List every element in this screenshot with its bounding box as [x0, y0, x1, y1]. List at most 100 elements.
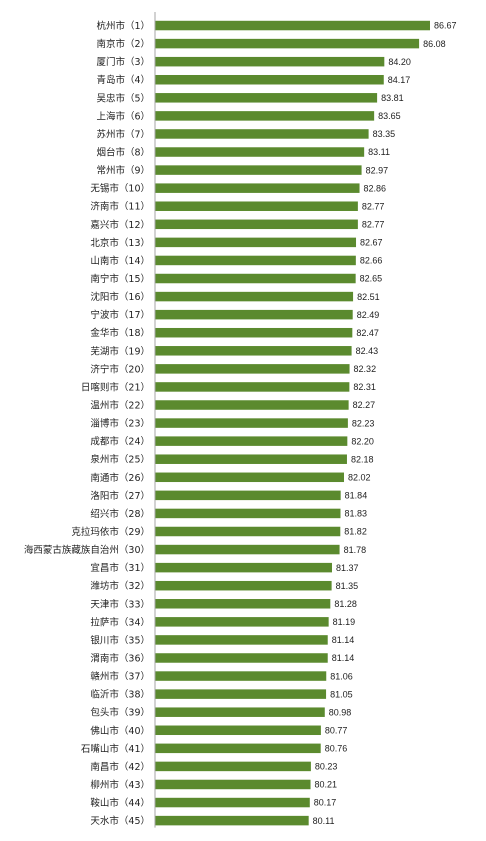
value-label: 81.14	[332, 635, 355, 645]
category-label: 金华市（18）	[90, 327, 150, 339]
value-label: 82.31	[353, 382, 376, 392]
value-label: 80.98	[329, 707, 352, 717]
bar	[155, 797, 310, 808]
category-label: 上海市（6）	[96, 110, 150, 122]
value-label: 82.27	[353, 400, 376, 410]
category-label: 沈阳市（16）	[90, 291, 150, 303]
category-label: 烟台市（8）	[96, 147, 150, 159]
bar	[155, 761, 311, 772]
value-label: 80.23	[315, 762, 338, 772]
category-label: 厦门市（3）	[96, 56, 150, 68]
category-label: 泉州市（25）	[90, 454, 150, 466]
value-label: 81.14	[332, 653, 355, 663]
bar	[155, 707, 325, 717]
value-label: 82.20	[351, 436, 374, 446]
category-label: 嘉兴市（12）	[90, 219, 150, 231]
value-label: 82.77	[362, 220, 385, 230]
bar	[155, 580, 332, 591]
category-label: 北京市（13）	[90, 237, 150, 249]
category-label: 山南市（14）	[90, 255, 150, 267]
bar	[155, 165, 362, 175]
bar	[155, 779, 311, 790]
category-label: 包头市（39）	[90, 707, 150, 719]
value-label: 82.67	[360, 238, 383, 248]
bar	[155, 111, 375, 121]
bar	[155, 219, 358, 230]
category-label: 鞍山市（44）	[90, 797, 150, 809]
value-label: 82.43	[356, 346, 379, 356]
bar	[155, 20, 430, 31]
value-label: 82.02	[348, 472, 371, 482]
value-label: 82.18	[351, 454, 374, 464]
bar	[155, 635, 328, 645]
bar	[155, 815, 309, 826]
value-label: 83.65	[378, 111, 401, 121]
bar	[155, 490, 341, 501]
value-label: 82.47	[356, 328, 379, 338]
bar	[155, 743, 321, 754]
value-label: 80.17	[314, 798, 337, 808]
bar	[155, 671, 327, 681]
value-labels: 86.67 86.08 84.20 84.17 83.81 83.65 83.35 83.11…	[313, 21, 457, 826]
bar	[155, 273, 356, 284]
bar	[155, 436, 348, 446]
category-label: 拉萨市（34）	[90, 616, 150, 628]
bar	[155, 653, 328, 663]
bar	[155, 544, 340, 555]
category-label: 济宁市（20）	[90, 363, 150, 375]
bar	[155, 526, 341, 537]
category-label: 南通市（26）	[90, 472, 150, 484]
bar	[155, 93, 378, 103]
category-label: 济南市（11）	[90, 201, 150, 213]
category-label: 芜湖市（19）	[90, 345, 150, 357]
category-label: 南昌市（42）	[90, 761, 150, 773]
category-label: 无锡市（10）	[90, 183, 150, 195]
category-label: 成都市（24）	[90, 436, 150, 448]
value-label: 81.83	[344, 509, 367, 519]
bar	[155, 382, 350, 392]
value-label: 81.05	[330, 689, 353, 699]
bar	[155, 454, 347, 464]
category-label: 绍兴市（28）	[90, 508, 150, 520]
value-label: 82.23	[352, 418, 375, 428]
value-label: 84.20	[388, 57, 411, 67]
category-label: 海西蒙古族藏族自治州（30）	[24, 544, 150, 556]
bar	[155, 400, 349, 410]
bar	[155, 183, 360, 193]
bar	[155, 599, 331, 609]
bar	[155, 129, 369, 139]
category-label: 克拉玛依市（29）	[71, 526, 150, 538]
value-label: 80.21	[315, 780, 338, 790]
value-label: 80.76	[325, 744, 348, 754]
bar	[155, 508, 341, 519]
bar	[155, 689, 327, 699]
category-label: 苏州市（7）	[96, 128, 150, 140]
bar	[155, 38, 420, 49]
category-label: 渭南市（36）	[90, 652, 150, 664]
value-label: 82.51	[357, 292, 380, 302]
bar	[155, 309, 353, 320]
value-label: 82.77	[362, 201, 385, 211]
value-label: 80.77	[325, 725, 348, 735]
value-label: 83.81	[381, 93, 404, 103]
value-label: 83.35	[373, 129, 396, 139]
value-label: 83.11	[368, 147, 390, 157]
category-label: 南京市（2）	[96, 38, 150, 50]
bar	[155, 364, 350, 374]
bar	[155, 472, 345, 483]
bar	[155, 418, 348, 428]
category-label: 淄博市（23）	[90, 418, 150, 430]
bar	[155, 562, 332, 573]
value-label: 81.78	[344, 545, 367, 555]
category-label: 宁波市（17）	[90, 309, 150, 321]
value-label: 81.82	[344, 527, 367, 537]
value-label: 86.08	[423, 39, 446, 49]
category-label: 日喀则市（21）	[81, 381, 150, 393]
category-label: 洛阳市（27）	[90, 490, 150, 502]
value-label: 82.32	[354, 364, 377, 374]
bar	[155, 147, 365, 157]
category-label: 赣州市（37）	[90, 671, 150, 683]
bar	[155, 255, 356, 266]
category-label: 柳州市（43）	[90, 779, 150, 791]
value-label: 82.86	[364, 183, 387, 193]
